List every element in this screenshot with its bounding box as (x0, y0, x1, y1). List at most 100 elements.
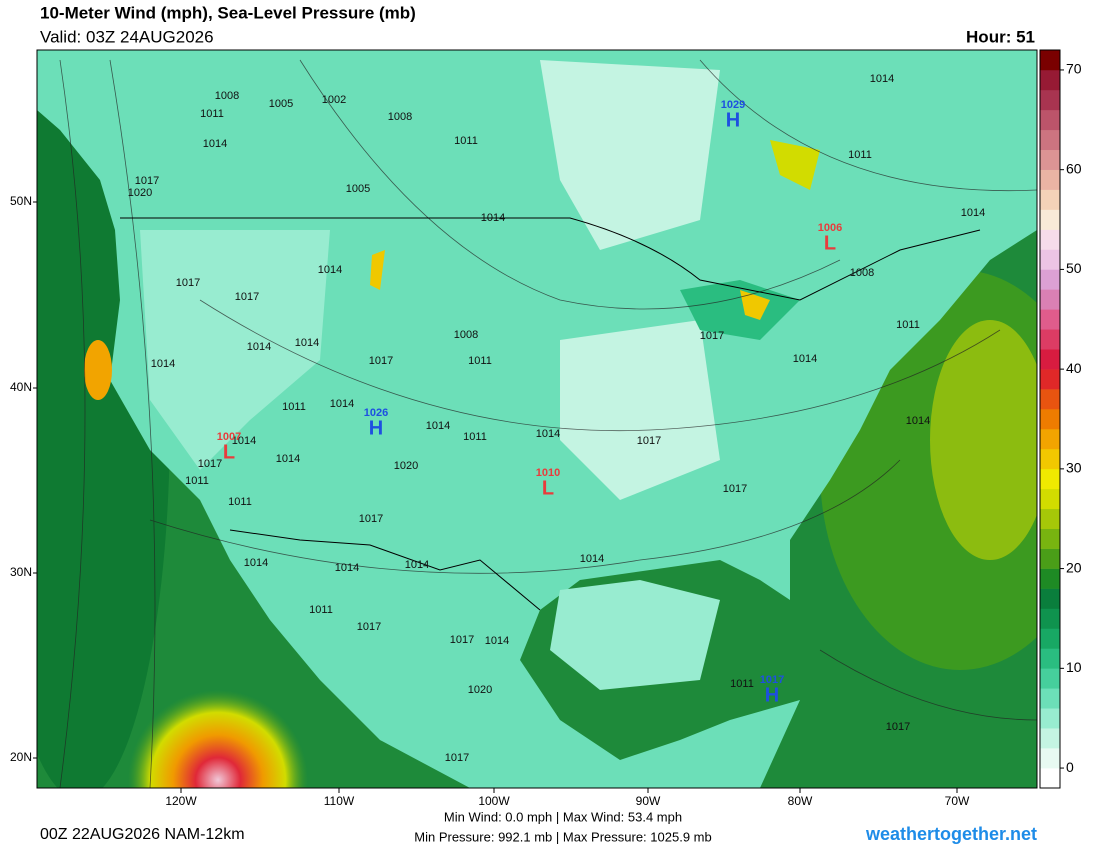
isobar-label: 1020 (468, 684, 492, 696)
isobar-label: 1011 (228, 496, 252, 508)
colorbar-bin (1040, 329, 1060, 350)
center-pressure: 1029 (721, 99, 745, 111)
colorbar-bin (1040, 209, 1060, 230)
map-frame (36, 49, 1038, 789)
site-link[interactable]: weathertogether.net (865, 824, 1037, 844)
isobar-label: 1014 (793, 353, 817, 365)
colorbar-bin (1040, 89, 1060, 111)
wind-max (370, 250, 385, 290)
colorbar-bin (1040, 508, 1060, 530)
colorbar-bin (1040, 409, 1060, 430)
colorbar-bin (1040, 668, 1060, 689)
lon-label: 110W (324, 794, 355, 808)
center-letter: H (369, 417, 383, 439)
lon-label: 120W (165, 794, 197, 808)
isobar-label: 1008 (215, 90, 239, 102)
isobar-label: 1014 (906, 415, 930, 427)
colorbar-bin (1040, 528, 1060, 549)
colorbar-bin (1040, 448, 1060, 470)
center-letter: H (765, 684, 779, 706)
isobar-label: 1014 (318, 264, 342, 276)
colorbar-bin (1040, 608, 1060, 629)
isobar-label: 1014 (295, 337, 319, 349)
colorbar-bin (1040, 309, 1060, 330)
isobar-label: 1002 (322, 94, 346, 106)
land-calm (560, 320, 720, 500)
isobar-label: 1017 (135, 175, 159, 187)
colorbar-bin (1040, 768, 1060, 789)
isobar-label: 1014 (405, 559, 429, 571)
isobar-label: 1020 (128, 187, 152, 199)
colorbar-bin (1040, 169, 1060, 190)
isobar-label: 1017 (235, 291, 259, 303)
lat-label: 40N (10, 380, 32, 394)
colorbar-bin (1040, 748, 1060, 769)
isobar-label: 1017 (198, 458, 222, 470)
colorbar-bin (1040, 468, 1060, 490)
colorbar-bin (1040, 69, 1060, 91)
isobar-label: 1014 (481, 212, 505, 224)
center-pressure: 1010 (536, 467, 560, 479)
great-lakes (680, 280, 800, 340)
isobar-label: 1020 (394, 460, 418, 472)
colorbar-bin (1040, 648, 1060, 669)
lon-label: 70W (945, 794, 970, 808)
isobar-label: 1017 (450, 634, 474, 646)
land-calm (140, 230, 330, 470)
lat-label: 30N (10, 565, 32, 579)
lon-label: 80W (788, 794, 813, 808)
isobar-label: 1014 (151, 358, 175, 370)
colorbar-bin (1040, 568, 1060, 589)
colorbar-bin (1040, 548, 1060, 569)
isobar-label: 1011 (848, 149, 872, 161)
isobar-label: 1011 (463, 431, 487, 443)
colorbar-bin (1040, 349, 1060, 370)
colorbar-bin (1040, 149, 1060, 170)
isobar-label: 1014 (203, 138, 227, 150)
colorbar-bin (1040, 109, 1060, 131)
center-pressure: 1007 (217, 431, 241, 443)
colorbar-label: 0 (1066, 759, 1074, 775)
isobar-label: 1017 (176, 277, 200, 289)
isobar-label: 1011 (200, 108, 224, 120)
center-letter: L (824, 232, 836, 254)
colorbar-bin (1040, 688, 1060, 709)
wind-max (770, 140, 820, 190)
isobar-label: 1011 (730, 678, 754, 690)
valid-time: Valid: 03Z 24AUG2026 (40, 27, 214, 46)
lake-huron-wind (740, 290, 770, 320)
colorbar-bin (1040, 269, 1060, 290)
isobar-label: 1014 (330, 398, 354, 410)
gulf-calm (550, 580, 720, 690)
center-letter: L (223, 441, 235, 463)
center-pressure: 1017 (760, 674, 784, 686)
isobar-label: 1014 (580, 553, 604, 565)
lat-label: 20N (10, 750, 32, 764)
center-pressure: 1006 (818, 222, 842, 234)
isobar-label: 1017 (637, 435, 661, 447)
isobar-label: 1011 (282, 401, 306, 413)
isobar-label: 1011 (309, 604, 333, 616)
center-letter: L (542, 477, 554, 499)
isobar-label: 1014 (232, 435, 256, 447)
isobar-label: 1008 (454, 329, 478, 341)
center-letter: H (726, 109, 740, 131)
colorbar-label: 30 (1066, 460, 1082, 476)
isobar-label: 1011 (185, 475, 209, 487)
colorbar-label: 20 (1066, 559, 1082, 575)
isobar-label: 1017 (357, 621, 381, 633)
isobar-label: 1005 (269, 98, 293, 110)
colorbar-bin (1040, 708, 1060, 729)
colorbar-label: 50 (1066, 260, 1082, 276)
center-pressure: 1026 (364, 407, 388, 419)
colorbar-bin (1040, 728, 1060, 749)
isobar-label: 1011 (468, 355, 492, 367)
lon-label: 100W (478, 794, 510, 808)
pressure-range: Min Pressure: 992.1 mb | Max Pressure: 1… (414, 829, 711, 844)
colorbar-bin (1040, 289, 1060, 310)
coastal-jet (84, 340, 112, 400)
colorbar-bin (1040, 129, 1060, 151)
colorbar-bin (1040, 249, 1060, 270)
